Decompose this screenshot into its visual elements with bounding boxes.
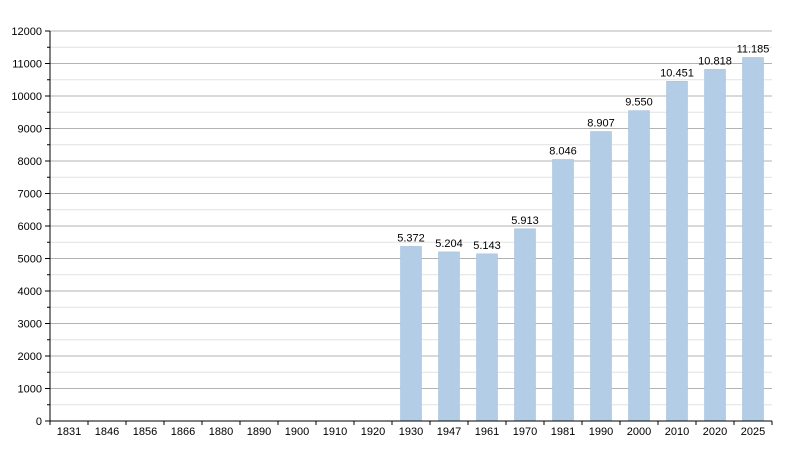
x-tick-label-1910: 1910	[323, 426, 347, 438]
data-label-2000: 9.550	[625, 97, 653, 109]
data-label-1930: 5.372	[397, 232, 425, 244]
x-tick-label-1990: 1990	[589, 426, 613, 438]
data-label-1961: 5.143	[473, 240, 501, 252]
x-tick-label-1880: 1880	[209, 426, 233, 438]
labels: 0 1000 2000 3000 4000 5000 6000 7000 8000 9000 100…	[11, 26, 769, 438]
data-label-2025: 11.185	[737, 43, 770, 55]
x-tick-label-1930: 1930	[399, 426, 423, 438]
bar-2000	[628, 110, 650, 422]
y-tick-label: 10000	[11, 91, 42, 103]
x-tick-label-2020: 2020	[703, 426, 727, 438]
bar-2010	[666, 81, 688, 422]
y-tick-label: 0	[36, 416, 42, 428]
y-tick-label: 4000	[18, 286, 42, 298]
x-tick-label-1866: 1866	[171, 426, 195, 438]
x-tick-label-1890: 1890	[247, 426, 271, 438]
y-tick-label: 3000	[18, 319, 42, 331]
bar-2025	[742, 57, 764, 422]
y-tick-label: 8000	[18, 156, 42, 168]
x-tick-label-1961: 1961	[475, 426, 499, 438]
y-tick-label: 12000	[11, 26, 42, 38]
y-tick-label: 5000	[18, 254, 42, 266]
bar-1981	[552, 159, 574, 422]
y-tick-label: 11000	[12, 59, 42, 71]
data-label-2010: 10.451	[660, 67, 694, 79]
bar-1930	[400, 246, 422, 422]
data-label-1990: 8.907	[587, 118, 615, 130]
x-tick-label-2000: 2000	[627, 426, 651, 438]
bar-1947	[438, 251, 460, 422]
axes	[45, 30, 773, 425]
bars	[400, 57, 764, 422]
x-tick-label-1947: 1947	[437, 426, 461, 438]
data-label-1970: 5.913	[511, 215, 539, 227]
x-tick-label-1981: 1981	[551, 426, 575, 438]
bar-1990	[590, 131, 612, 422]
x-tick-label-2010: 2010	[665, 426, 689, 438]
bar-2020	[704, 69, 726, 422]
data-label-1947: 5.204	[435, 238, 463, 250]
data-label-1981: 8.046	[549, 146, 577, 158]
x-tick-label-1970: 1970	[513, 426, 537, 438]
x-tick-label-1831: 1831	[57, 426, 81, 438]
x-tick-label-1920: 1920	[361, 426, 385, 438]
bar-1970	[514, 228, 536, 422]
x-tick-label-2025: 2025	[741, 426, 765, 438]
y-tick-label: 7000	[18, 189, 42, 201]
y-tick-label: 1000	[18, 384, 42, 396]
y-tick-label: 6000	[18, 221, 42, 233]
y-tick-label: 2000	[18, 351, 42, 363]
x-tick-label-1900: 1900	[285, 426, 309, 438]
bar-1961	[476, 253, 498, 422]
x-tick-label-1856: 1856	[133, 426, 157, 438]
data-label-2020: 10.818	[698, 55, 732, 67]
y-tick-label: 9000	[18, 124, 42, 136]
x-tick-label-1846: 1846	[95, 426, 119, 438]
